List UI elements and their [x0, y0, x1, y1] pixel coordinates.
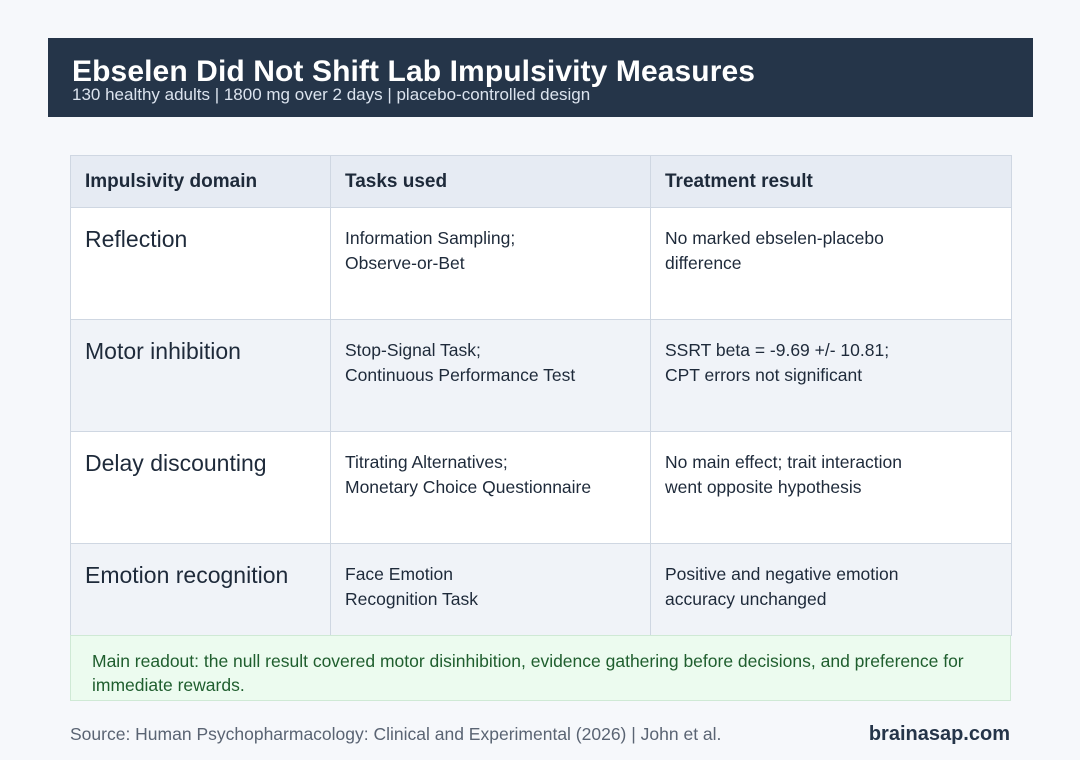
column-header-domain: Impulsivity domain: [70, 155, 331, 208]
brand-label: brainasap.com: [868, 723, 1010, 745]
tasks-cell: Face Emotion Recognition Task: [330, 543, 651, 636]
domain-cell: Emotion recognition: [70, 543, 331, 636]
result-cell: Positive and negative emotion accuracy u…: [650, 543, 1012, 636]
title-banner: Ebselen Did Not Shift Lab Impulsivity Me…: [48, 38, 1033, 117]
source-citation: Source: Human Psychopharmacology: Clinic…: [70, 724, 722, 744]
results-table: Impulsivity domain Tasks used Treatment …: [70, 155, 1012, 636]
tasks-cell: Stop-Signal Task; Continuous Performance…: [330, 319, 651, 432]
table-row: Motor inhibition Stop-Signal Task; Conti…: [70, 319, 1012, 432]
result-cell: No main effect; trait interaction went o…: [650, 431, 1012, 544]
table-header-row: Impulsivity domain Tasks used Treatment …: [70, 155, 1012, 208]
tasks-cell: Information Sampling; Observe-or-Bet: [330, 207, 651, 320]
domain-cell: Reflection: [70, 207, 331, 320]
page-subtitle: 130 healthy adults | 1800 mg over 2 days…: [72, 85, 591, 104]
table-row: Delay discounting Titrating Alternatives…: [70, 431, 1012, 544]
main-readout-callout: Main readout: the null result covered mo…: [70, 635, 1011, 701]
column-header-tasks: Tasks used: [330, 155, 651, 208]
table-row: Reflection Information Sampling; Observe…: [70, 207, 1012, 320]
tasks-cell: Titrating Alternatives; Monetary Choice …: [330, 431, 651, 544]
result-cell: SSRT beta = -9.69 +/- 10.81; CPT errors …: [650, 319, 1012, 432]
domain-cell: Delay discounting: [70, 431, 331, 544]
domain-cell: Motor inhibition: [70, 319, 331, 432]
page-title: Ebselen Did Not Shift Lab Impulsivity Me…: [72, 55, 756, 88]
results-table-container: Impulsivity domain Tasks used Treatment …: [70, 155, 1012, 636]
result-cell: No marked ebselen-placebo difference: [650, 207, 1012, 320]
column-header-result: Treatment result: [650, 155, 1012, 208]
table-row: Emotion recognition Face Emotion Recogni…: [70, 543, 1012, 636]
